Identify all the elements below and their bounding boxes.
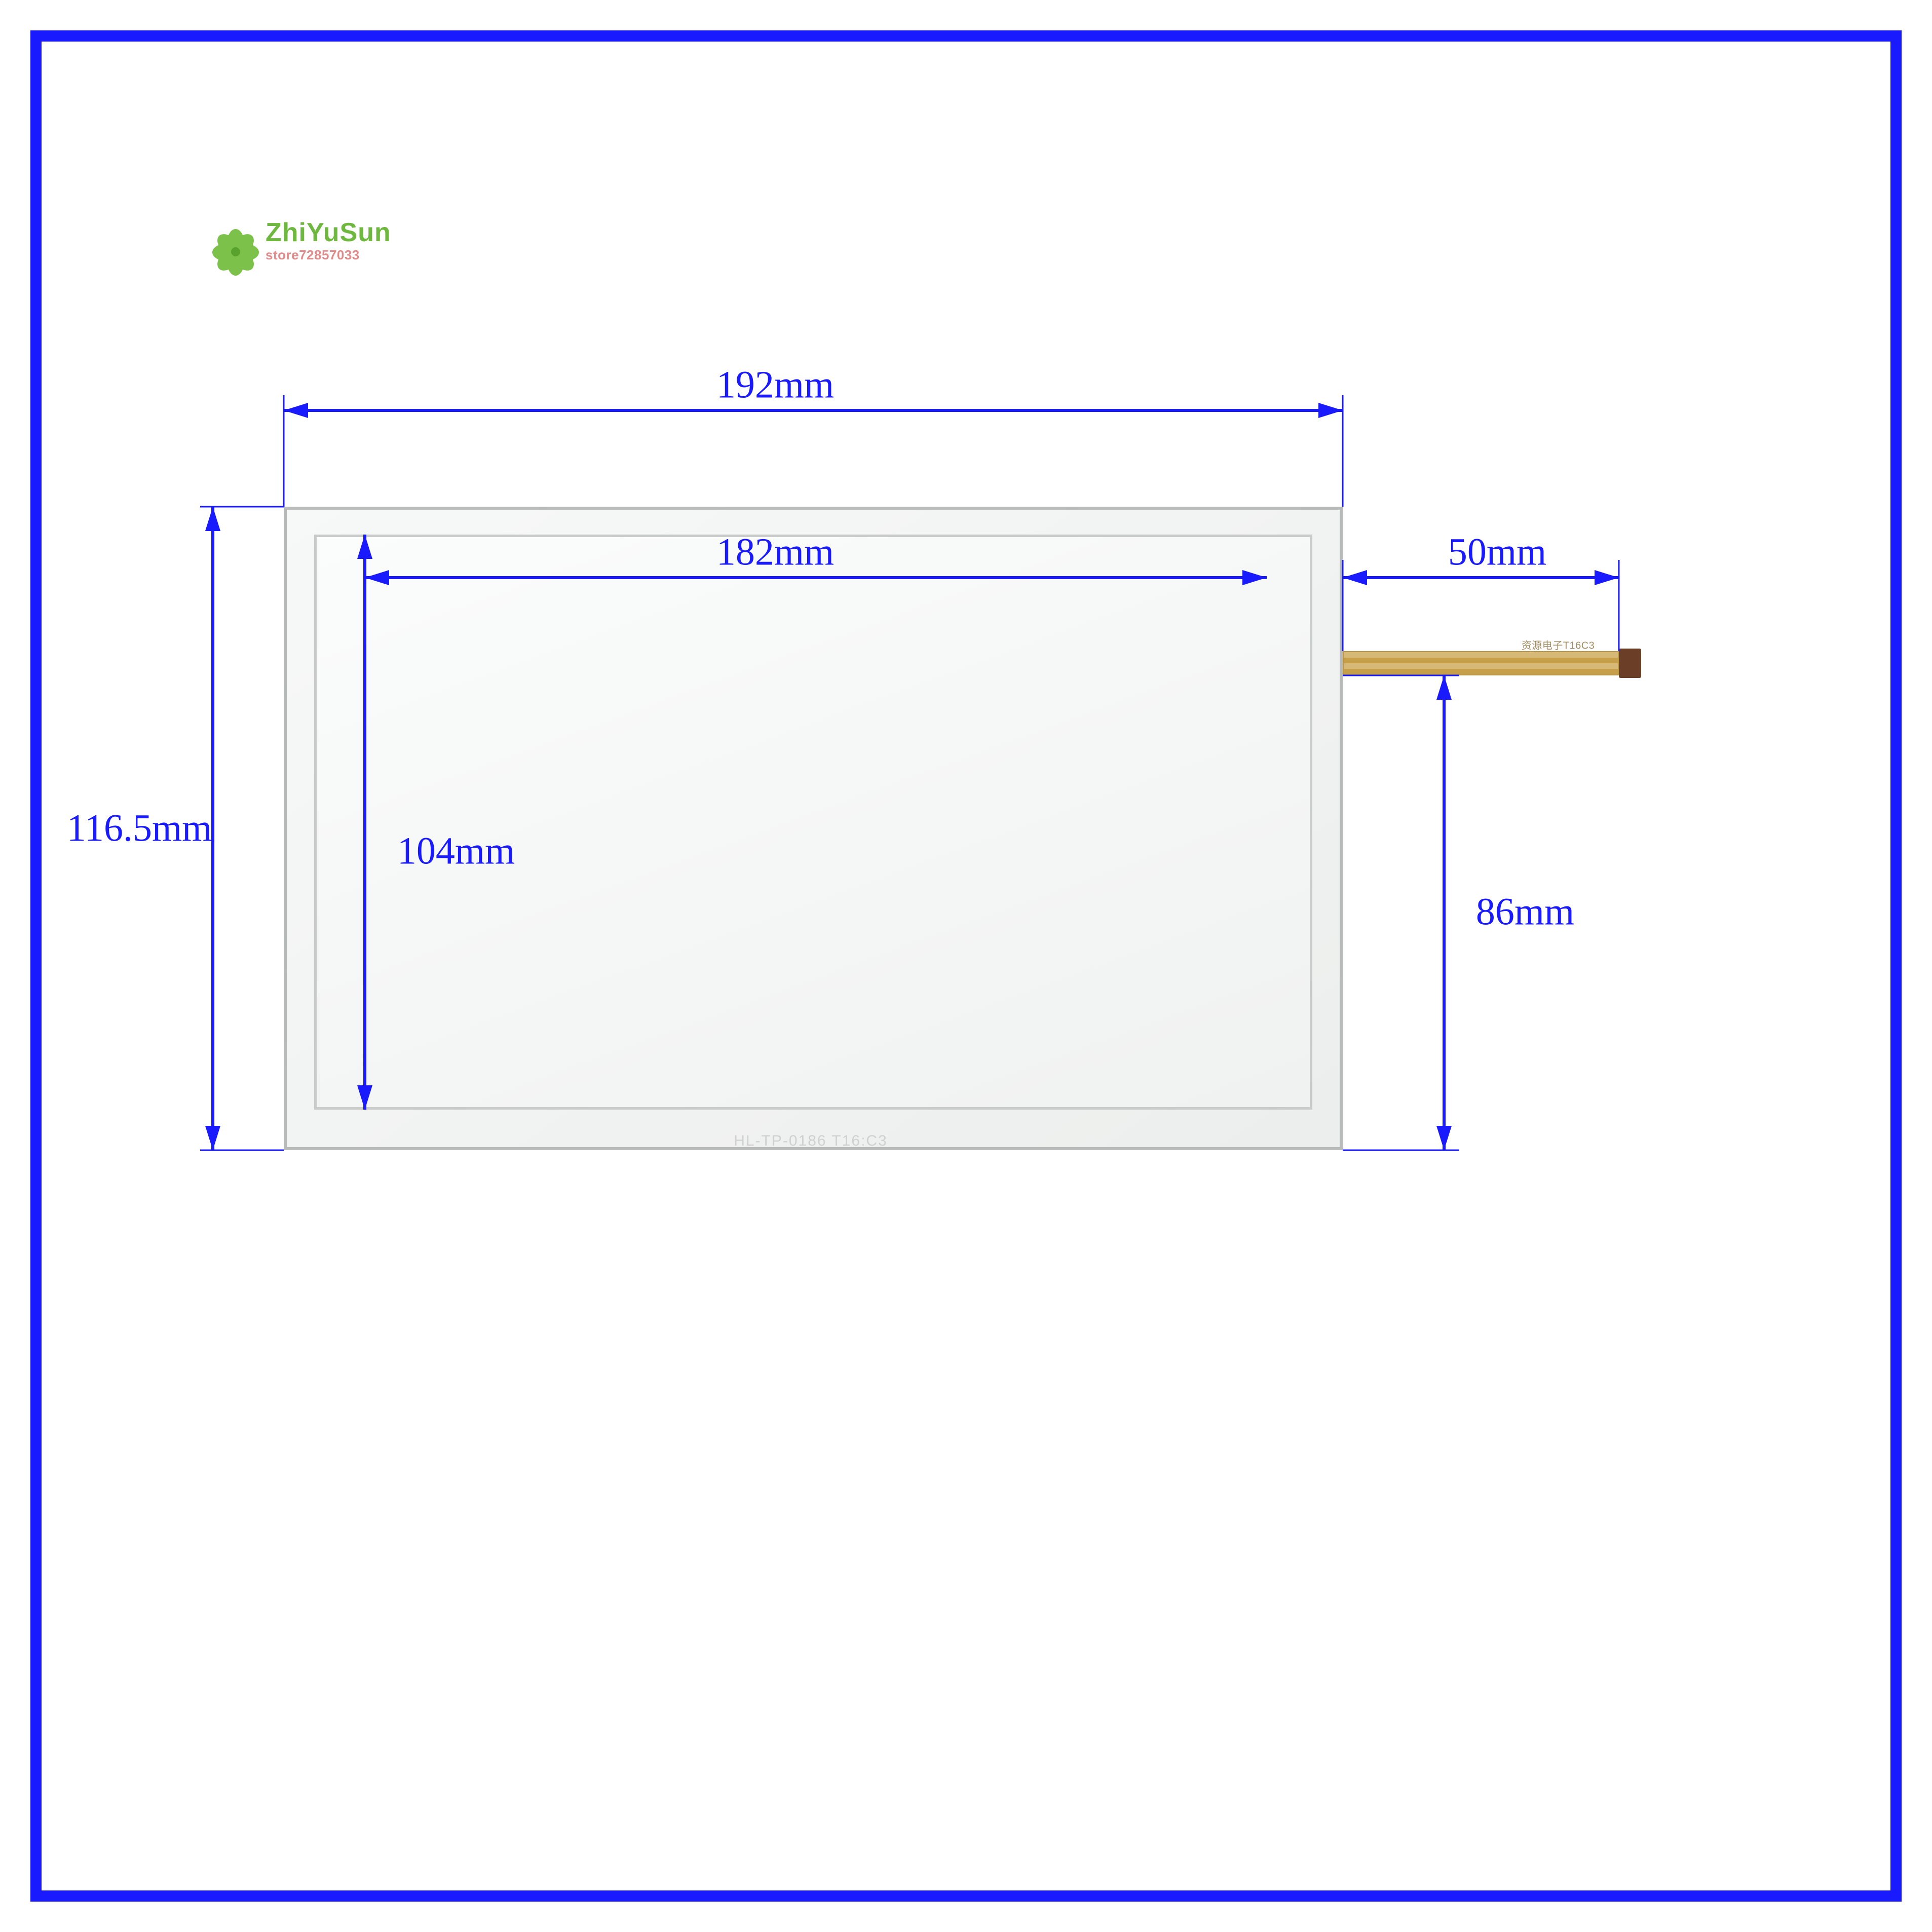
dim-label-outer_height: 116.5mm	[67, 807, 212, 851]
dim-label-inner_height: 104mm	[397, 829, 515, 874]
dim-cable_to_bottom	[1343, 675, 1459, 1150]
dimension-overlay	[0, 0, 1932, 1932]
dim-inner_height	[357, 535, 372, 1110]
dim-outer_width	[284, 395, 1343, 507]
dim-label-outer_width: 192mm	[716, 363, 834, 407]
dim-outer_height	[200, 507, 284, 1150]
dim-label-inner_width: 182mm	[716, 531, 834, 575]
dim-label-cable_to_bottom: 86mm	[1476, 890, 1574, 934]
diagram-canvas: ZhiYuSun store72857033 HL-TP-0186 T16:C3…	[0, 0, 1932, 1932]
dim-label-cable_len: 50mm	[1448, 531, 1546, 575]
